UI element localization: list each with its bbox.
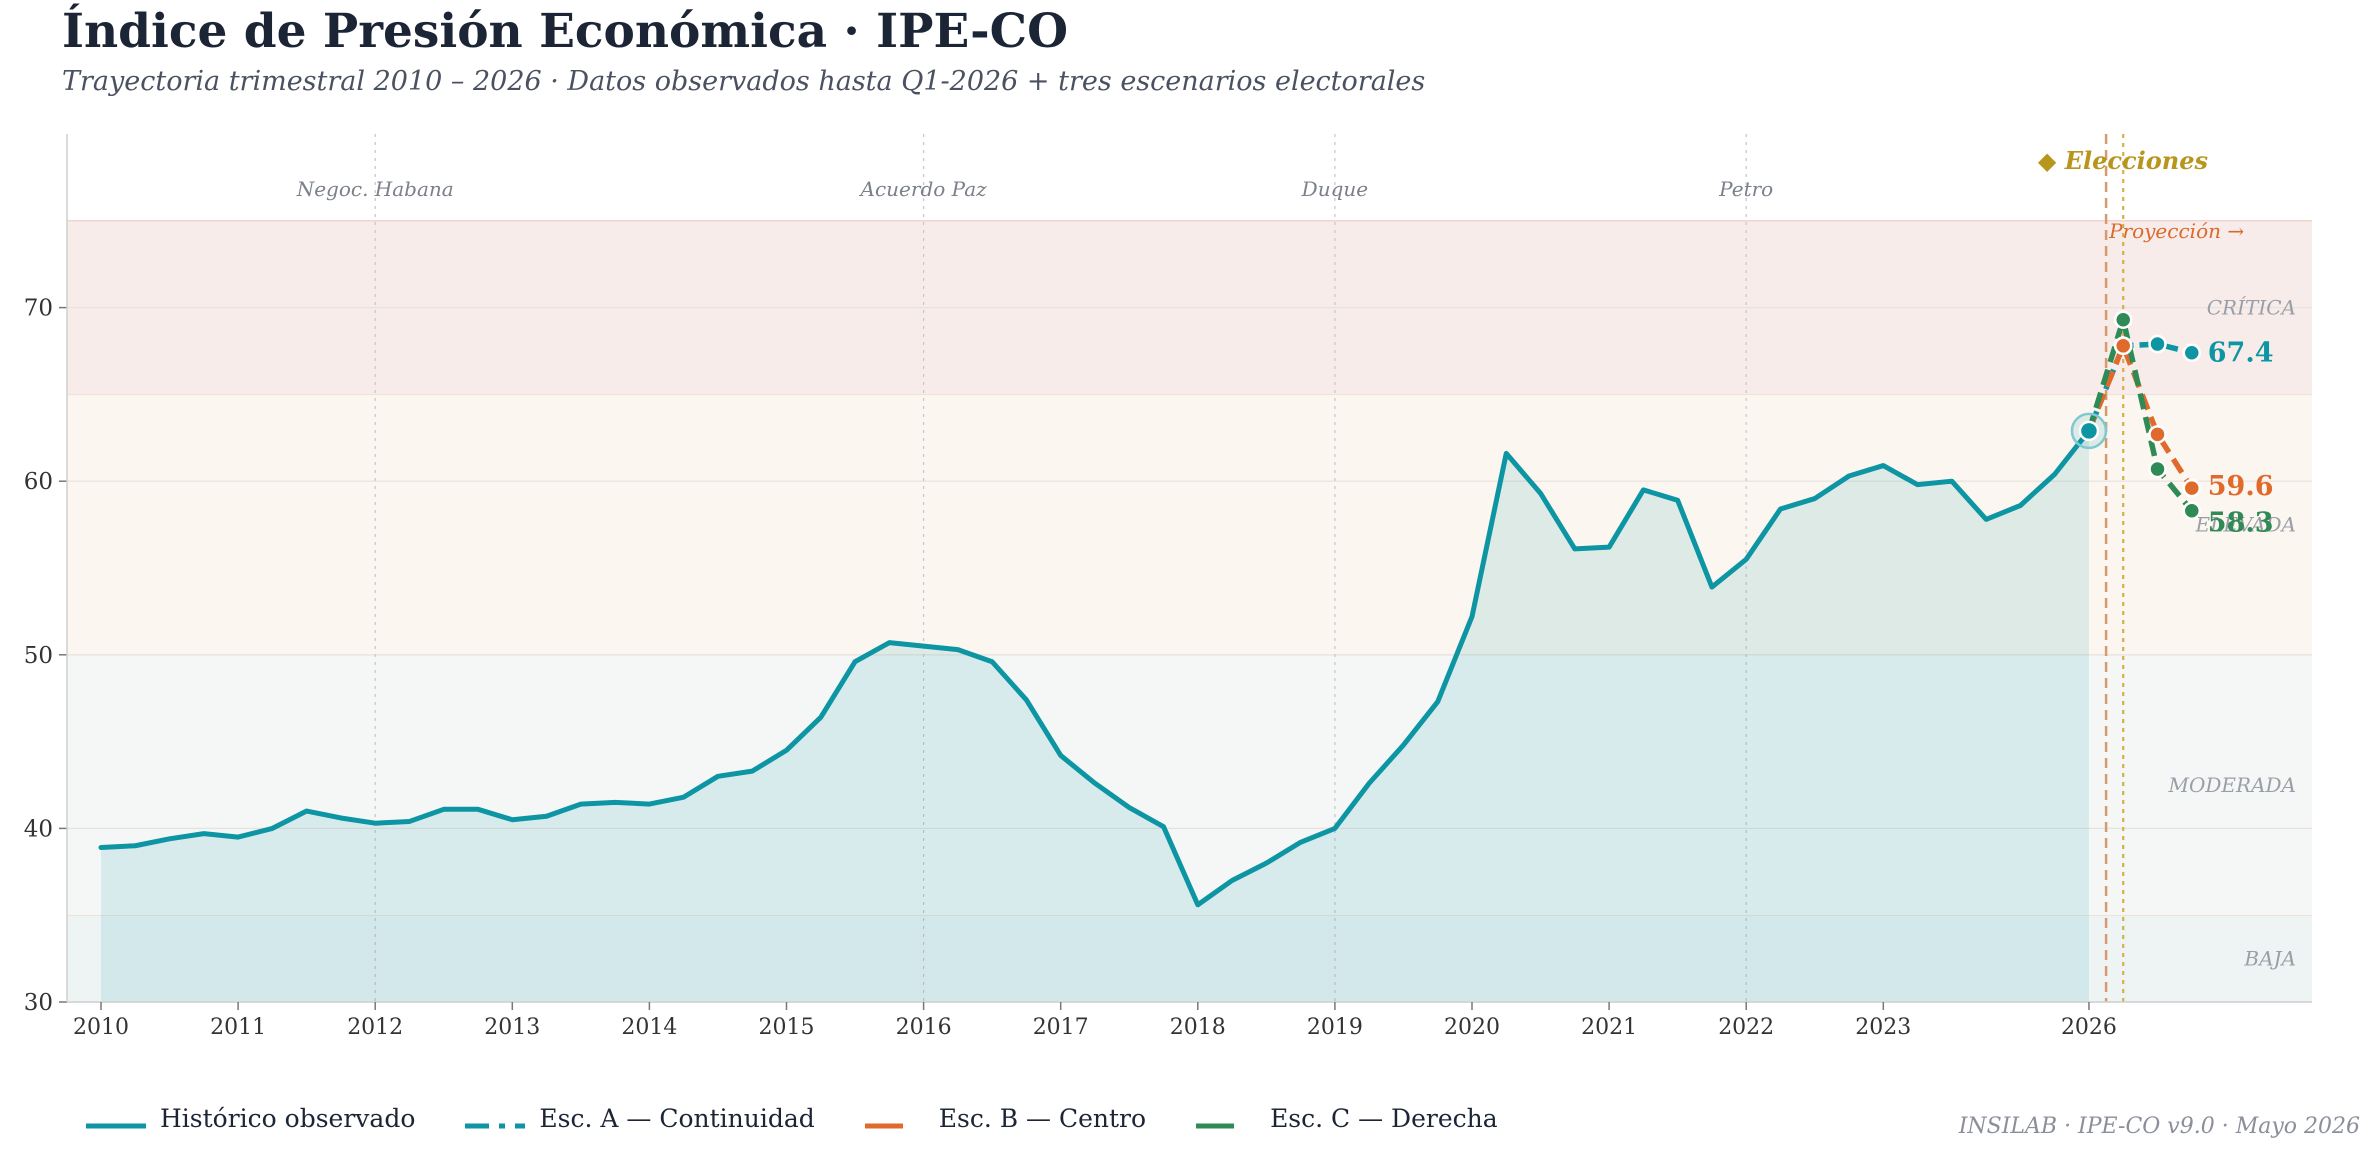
x-tick-label: 2026: [2061, 1015, 2117, 1040]
x-tick-label: 2018: [1170, 1015, 1226, 1040]
x-tick-label: 2011: [210, 1015, 266, 1040]
series-points: [2070, 310, 2202, 520]
y-tick-label: 30: [24, 990, 53, 1016]
zone-label-elevada: ELEVADA: [2195, 513, 2297, 537]
footer-credit: INSILAB · IPE-CO v9.0 · Mayo 2026: [1958, 1114, 2360, 1139]
zone-band-baja: [67, 915, 2312, 1002]
series-point-esc-b: [2148, 425, 2167, 444]
chart-title: Índice de Presión Económica · IPE-CO: [62, 4, 1069, 59]
history-area: [101, 430, 2089, 1003]
legend-label-esc-c: Esc. C — Derecha: [1270, 1104, 1498, 1133]
chart-subtitle: Trayectoria trimestral 2010 – 2026 · Dat…: [62, 66, 1426, 97]
legend: Histórico observado Esc. A — Continuidad…: [86, 1104, 1548, 1133]
event-markers: Negoc. Habana Acuerdo Paz Duque Petro Proyec…: [296, 134, 2244, 1002]
series-line-esc-a: [2086, 341, 2193, 432]
legend-swatch-esc-b: [864, 1111, 925, 1128]
series-point-esc-c: [2182, 501, 2202, 520]
series-line-historico: [98, 428, 2092, 908]
legend-item-esc-a: Esc. A — Continuidad: [465, 1104, 815, 1133]
x-tick-label: 2019: [1307, 1015, 1363, 1040]
zone-label-baja: BAJA: [2243, 947, 2296, 971]
x-tick-label: 2023: [1855, 1015, 1911, 1040]
legend-item-historico: Histórico observado: [86, 1104, 415, 1133]
x-tick-label: 2010: [73, 1015, 129, 1040]
elections-label: ◆ Elecciones: [2038, 146, 2209, 175]
series-point-esc-b: [2182, 478, 2202, 498]
x-tick-label: 2017: [1033, 1015, 1089, 1040]
y-tick-label: 60: [24, 469, 53, 495]
zone-label-moderada: MODERADA: [2168, 773, 2297, 797]
zone-bands: [67, 220, 2312, 1002]
legend-item-esc-c: Esc. C — Derecha: [1196, 1104, 1498, 1133]
legend-item-esc-b: Esc. B — Centro: [864, 1104, 1147, 1133]
end-label-esc-a: 67.4: [2208, 338, 2274, 369]
end-label-esc-b: 59.6: [2208, 471, 2274, 502]
series-line-esc-c: [2086, 309, 2194, 513]
x-tick-label: 2016: [896, 1015, 952, 1040]
series-point-esc-c: [2148, 459, 2167, 479]
series-point-esc-a: [2182, 343, 2202, 362]
x-tick-label: 2022: [1718, 1015, 1774, 1040]
legend-label-esc-b: Esc. B — Centro: [938, 1104, 1147, 1133]
event-label: Acuerdo Paz: [859, 177, 988, 201]
chart-labels: BAJA MODERADA ELEVADA CRÍTICA 67.4 59.6 58.3: [2168, 296, 2297, 971]
y-tick-label: 50: [24, 643, 53, 669]
axes: 30 40 50 60 70 2010 2011 2012 2013 2014 2015 2016 20…: [24, 134, 2312, 1040]
series-point-esc-a: [2148, 334, 2167, 354]
zone-band-elevada: [67, 394, 2312, 655]
y-tick-label: 40: [24, 816, 53, 842]
x-tick-label: 2014: [621, 1015, 677, 1040]
x-tick-label: 2015: [759, 1015, 815, 1040]
legend-label-esc-a: Esc. A — Continuidad: [539, 1104, 815, 1133]
x-tick-label: 2020: [1444, 1015, 1500, 1040]
legend-label-historico: Histórico observado: [160, 1104, 416, 1133]
legend-swatch-esc-c: [1196, 1111, 1257, 1128]
y-tick-label: 70: [24, 296, 53, 322]
event-label: Petro: [1718, 177, 1773, 201]
zone-band-moderada: [67, 654, 2312, 916]
zone-label-crítica: CRÍTICA: [2207, 296, 2296, 320]
x-tick-label: 2021: [1581, 1015, 1637, 1040]
end-label-esc-c: 58.3: [2208, 508, 2274, 539]
current-point: [2078, 420, 2100, 442]
event-label: Duque: [1301, 177, 1368, 201]
series-point-esc-c: [2113, 310, 2133, 330]
legend-swatch-historico: [86, 1111, 146, 1128]
projection-label: Proyección →: [2108, 219, 2244, 243]
series-line-esc-b: [2086, 338, 2195, 490]
series-lines: [98, 309, 2195, 908]
series-point-esc-b: [2113, 336, 2133, 356]
event-label: Negoc. Habana: [296, 177, 454, 201]
history-area-fill: [101, 430, 2089, 1003]
x-tick-label: 2012: [347, 1015, 403, 1040]
x-tick-label: 2013: [484, 1015, 540, 1040]
legend-swatch-esc-a: [465, 1111, 526, 1128]
